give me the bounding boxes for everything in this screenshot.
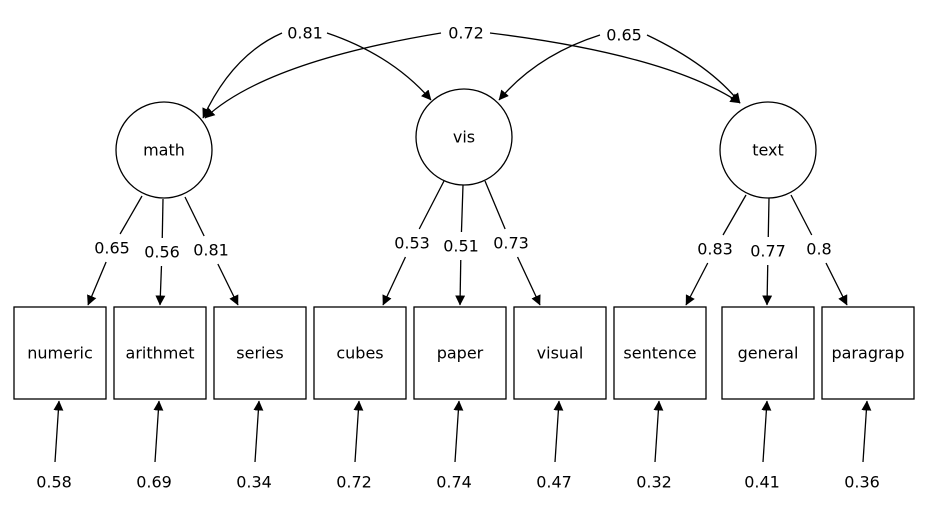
residual-label-numeric: 0.58: [36, 473, 72, 492]
loading-edge-general-lower: [762, 264, 773, 306]
residual-label-cubes: 0.72: [336, 473, 372, 492]
residual-arrow-cubes: [353, 400, 364, 463]
indicator-label-paper: paper: [437, 344, 484, 363]
loading-edge-numeric-upper: [119, 195, 143, 235]
nodes-layer: [13, 88, 915, 400]
indicator-label-cubes: cubes: [336, 344, 383, 363]
residual-arrow-series: [253, 400, 264, 463]
loading-label-arithmet: 0.56: [144, 243, 180, 262]
residual-label-paragrap: 0.36: [844, 473, 880, 492]
indicator-box-cubes: [313, 306, 407, 400]
factor-node-text: [719, 101, 817, 199]
loading-edge-paper-lower: [455, 259, 466, 306]
indicator-label-series: series: [236, 344, 283, 363]
loading-edge-paragrap-lower: [825, 262, 848, 306]
residual-arrow-visual: [553, 400, 564, 463]
residual-label-general: 0.41: [744, 473, 780, 492]
factor-node-vis: [415, 88, 513, 186]
residual-label-series: 0.34: [236, 473, 272, 492]
correlation-arc-vis-text-a: [646, 34, 741, 104]
correlation-label-math-vis: 0.81: [287, 24, 323, 43]
residual-arrow-paper: [453, 400, 464, 463]
indicator-label-numeric: numeric: [27, 344, 93, 363]
loading-edge-series-upper: [184, 196, 205, 237]
loading-edge-cubes-upper: [418, 180, 445, 230]
factor-label-math: math: [143, 141, 185, 160]
correlation-arc-math-text-b: [204, 32, 442, 119]
loading-edge-sentence-lower: [685, 262, 709, 306]
indicator-box-sentence: [613, 306, 707, 400]
indicator-box-series: [213, 306, 307, 400]
indicator-box-numeric: [13, 306, 107, 400]
loading-label-sentence: 0.83: [697, 240, 733, 259]
loading-label-general: 0.77: [750, 242, 786, 261]
correlation-arc-math-vis-b: [202, 32, 283, 119]
indicator-label-visual: visual: [537, 344, 584, 363]
residual-arrow-sentence: [653, 400, 664, 463]
loading-edge-numeric-lower: [87, 261, 107, 306]
residual-label-paper: 0.74: [436, 473, 472, 492]
residual-label-sentence: 0.32: [636, 473, 672, 492]
residual-arrow-numeric: [53, 400, 64, 463]
loading-label-paragrap: 0.8: [806, 240, 831, 259]
loading-label-paper: 0.51: [443, 237, 479, 256]
correlation-arc-vis-text-b: [498, 34, 601, 101]
loading-edge-arithmet-lower: [155, 265, 166, 306]
residual-arrow-general: [761, 400, 772, 463]
residual-arrow-paragrap: [861, 400, 872, 463]
indicator-box-paragrap: [821, 306, 915, 400]
correlation-label-math-text: 0.72: [448, 24, 484, 43]
loading-label-cubes: 0.53: [394, 234, 430, 253]
indicator-box-arithmet: [113, 306, 207, 400]
indicator-label-paragrap: paragrap: [831, 344, 904, 363]
loading-label-series: 0.81: [193, 241, 229, 260]
loading-edge-series-lower: [217, 263, 239, 306]
residual-arrow-arithmet: [153, 400, 164, 463]
indicator-label-general: general: [738, 344, 799, 363]
correlation-label-vis-text: 0.65: [606, 26, 642, 45]
indicator-box-paper: [413, 306, 507, 400]
loading-label-numeric: 0.65: [94, 239, 130, 258]
loading-label-visual: 0.73: [493, 234, 529, 253]
indicator-label-arithmet: arithmet: [126, 344, 195, 363]
residual-label-arithmet: 0.69: [136, 473, 172, 492]
loading-edge-paper-upper: [460, 184, 464, 233]
loading-edge-paragrap-upper: [790, 194, 813, 236]
indicator-label-sentence: sentence: [623, 344, 696, 363]
factor-node-math: [115, 101, 213, 199]
loading-edge-visual-upper: [484, 180, 506, 230]
loading-edge-general-upper: [767, 197, 770, 238]
indicator-box-general: [721, 306, 815, 400]
correlation-arc-math-vis-a: [326, 32, 432, 101]
factor-label-vis: vis: [453, 128, 475, 147]
loading-edge-visual-lower: [516, 256, 541, 306]
loading-edge-arithmet-upper: [161, 198, 164, 239]
edges-layer: [53, 32, 872, 463]
loading-edge-cubes-lower: [382, 256, 407, 306]
labels-layer: 0.81 0.72 0.65 math vis text 0.65 numeric 0.58 0.…: [27, 24, 904, 492]
indicator-box-visual: [513, 306, 607, 400]
loading-edge-sentence-upper: [722, 194, 747, 236]
residual-label-visual: 0.47: [536, 473, 572, 492]
factor-label-text: text: [752, 141, 784, 160]
correlation-arc-math-text-a: [489, 32, 741, 104]
